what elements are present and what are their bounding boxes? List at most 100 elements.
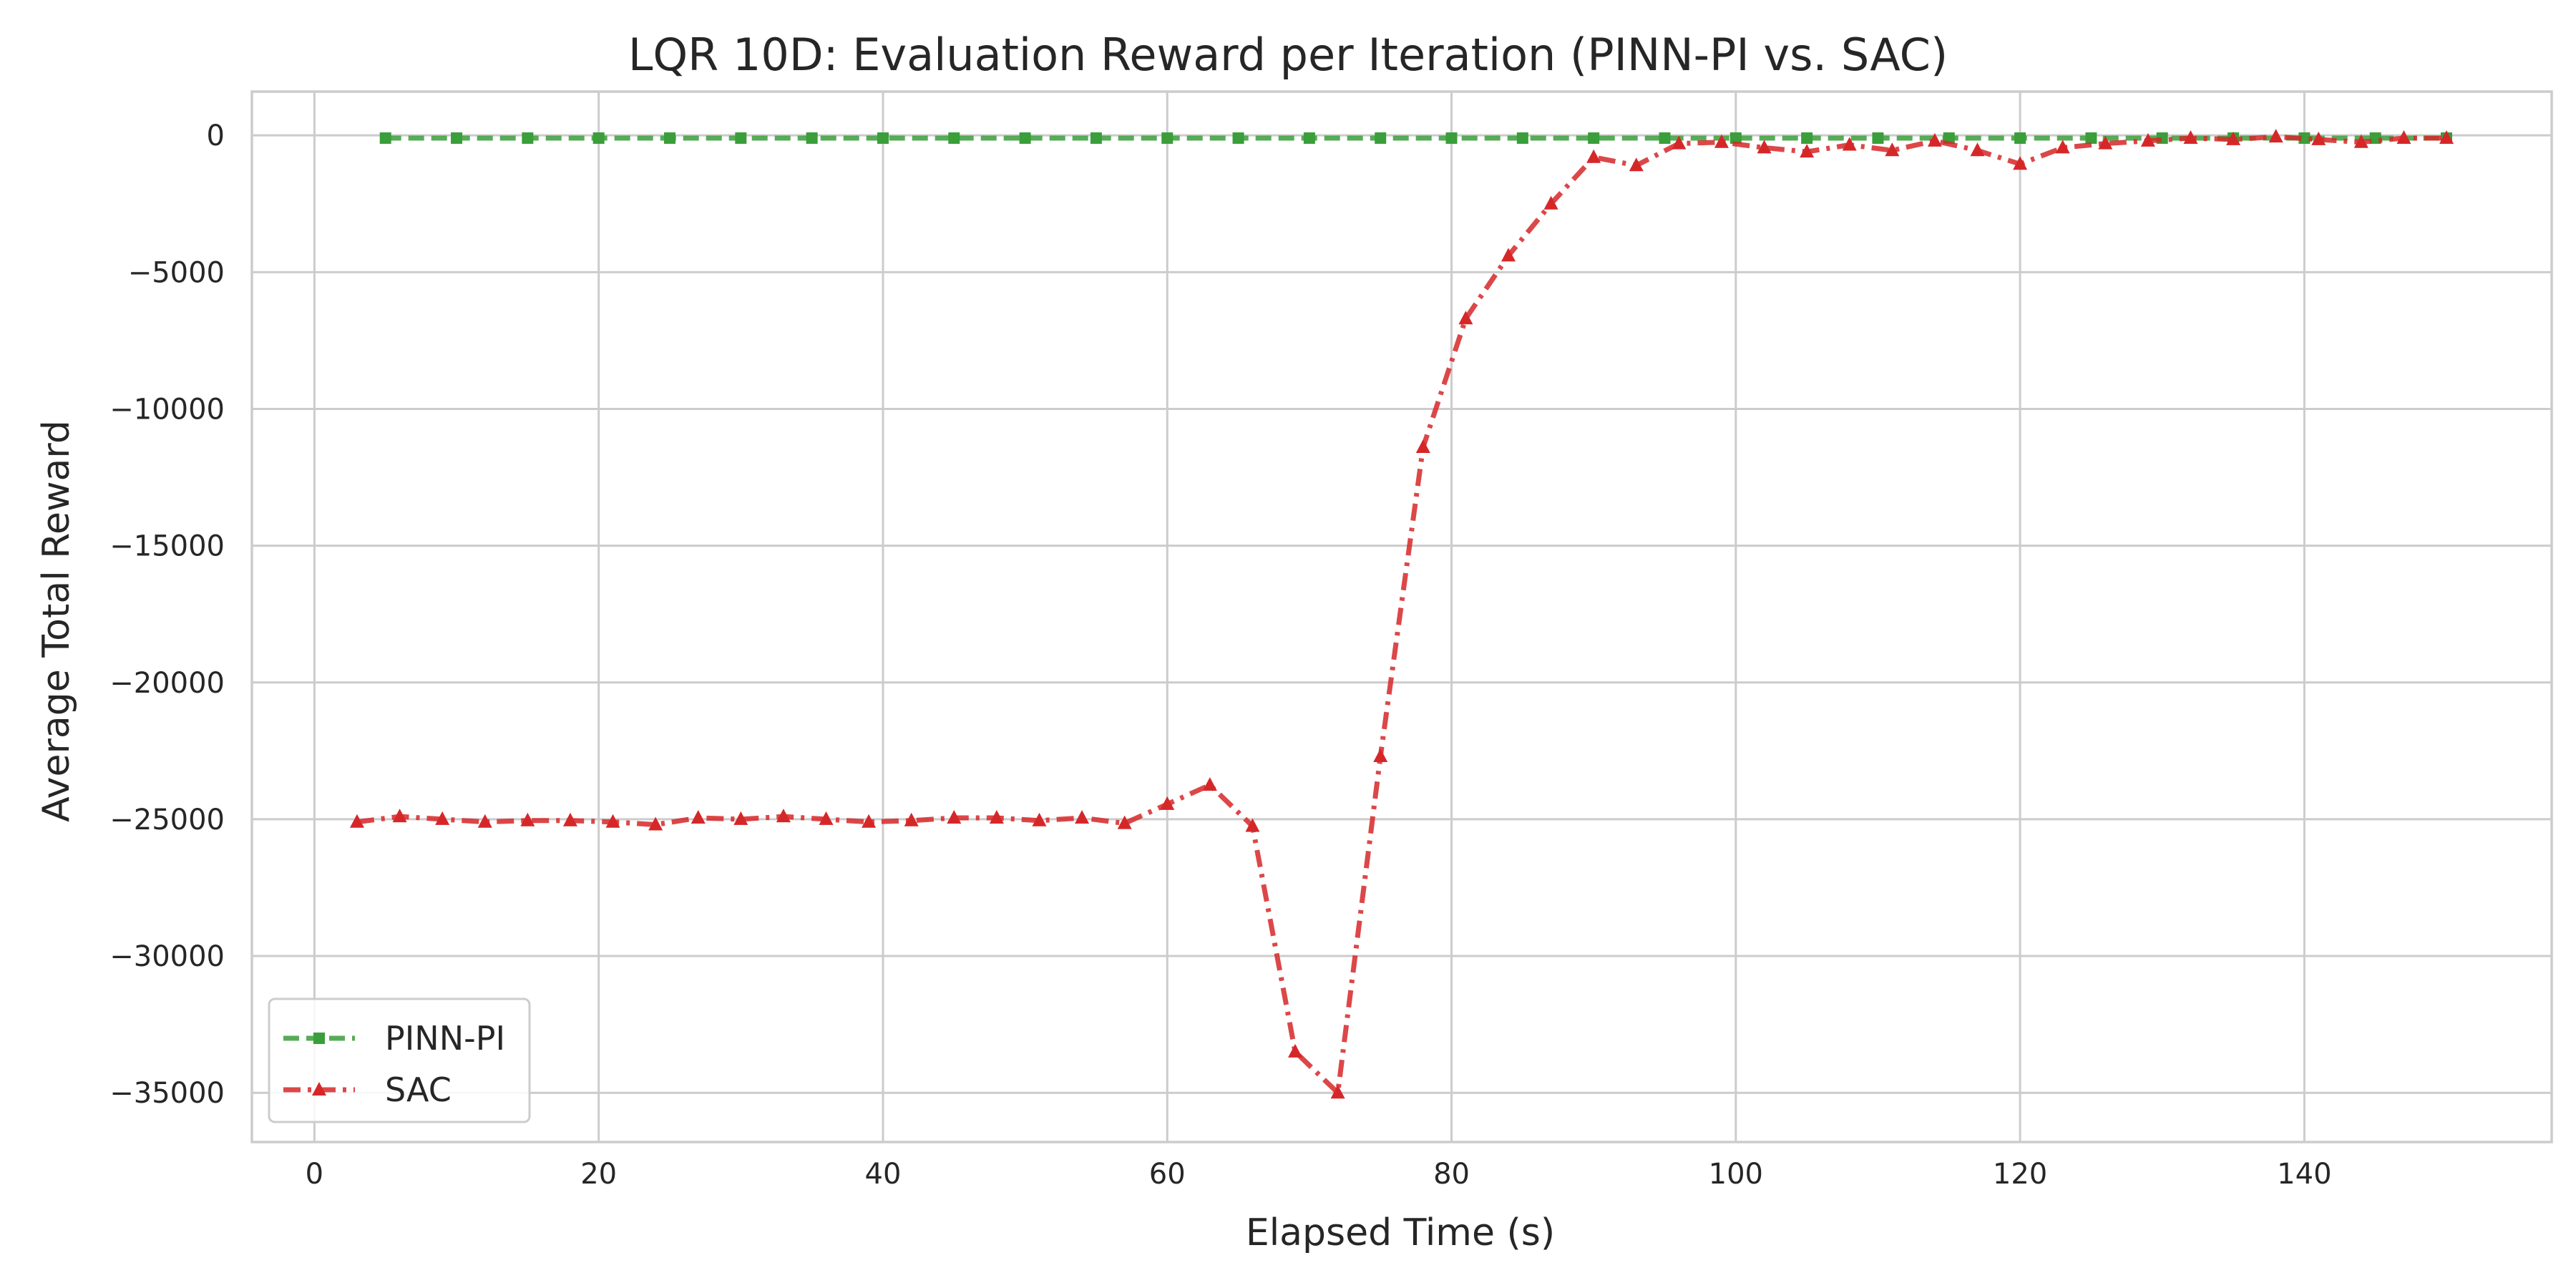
y-tick-label: −15000 (109, 530, 225, 563)
sac-point (862, 814, 877, 828)
x-tick-label: 40 (865, 1158, 902, 1191)
sac-point (1415, 439, 1430, 453)
sac-point (691, 809, 706, 824)
sac-point (1202, 777, 1217, 791)
sac-point (1330, 1085, 1345, 1099)
sac-point (947, 809, 962, 824)
pinn-pi-point (1232, 132, 1244, 144)
legend-marker-sac (312, 1082, 326, 1096)
sac-point (1160, 796, 1175, 810)
grid (252, 92, 2552, 1142)
sac-point (2140, 132, 2155, 147)
sac-point (1927, 132, 1942, 147)
sac-point (520, 812, 535, 826)
sac-point (2098, 135, 2113, 150)
sac-point (1757, 140, 1772, 154)
pinn-pi-point (948, 132, 960, 144)
sac-point (1075, 809, 1090, 824)
sac-point (1672, 135, 1687, 150)
chart-title: LQR 10D: Evaluation Reward per Iteration… (628, 29, 1948, 81)
pinn-pi-point (877, 132, 889, 144)
y-tick-label: −35000 (109, 1077, 225, 1110)
y-axis-label: Average Total Reward (35, 420, 78, 822)
sac-point (1245, 818, 1260, 832)
sac-point (1288, 1043, 1303, 1058)
pinn-pi-point (1729, 132, 1742, 144)
pinn-pi-point (2085, 132, 2097, 144)
x-axis-label: Elapsed Time (s) (1246, 1211, 1555, 1254)
pinn-pi-point (664, 132, 676, 144)
sac-point (1970, 142, 1985, 157)
sac-point (1373, 748, 1388, 762)
sac-point (1501, 248, 1516, 262)
y-tick-label: −5000 (128, 256, 225, 289)
pinn-pi-point (379, 132, 391, 144)
legend-label-pinn-pi: PINN-PI (385, 1019, 505, 1058)
pinn-pi-point (1019, 132, 1031, 144)
y-tick-label: −10000 (109, 393, 225, 426)
pinn-pi-point (1375, 132, 1387, 144)
sac-point (1117, 815, 1132, 829)
sac-point (2013, 156, 2028, 170)
x-tick-label: 100 (1709, 1158, 1763, 1191)
x-tick-label: 0 (306, 1158, 323, 1191)
series-sac (349, 129, 2454, 1099)
sac-point (819, 811, 834, 825)
legend-entry-sac: SAC (283, 1070, 452, 1109)
sac-point (349, 814, 364, 828)
sac-point (435, 811, 450, 825)
sac-point (2268, 129, 2283, 143)
y-tick-label: −30000 (109, 940, 225, 973)
legend-marker-pinn-pi (313, 1033, 325, 1044)
sac-point (2439, 130, 2454, 144)
y-tick-label: −25000 (109, 804, 225, 836)
pinn-pi-point (592, 132, 605, 144)
x-tick-label: 140 (2277, 1158, 2331, 1191)
sac-point (1629, 157, 1644, 172)
x-tick-label: 20 (580, 1158, 617, 1191)
pinn-pi-point (1516, 132, 1528, 144)
sac-point (392, 809, 407, 823)
sac-point (2183, 130, 2198, 144)
legend-label-sac: SAC (385, 1070, 452, 1109)
pinn-pi-point (1588, 132, 1600, 144)
x-tick-label: 120 (1993, 1158, 2047, 1191)
pinn-pi-point (1303, 132, 1315, 144)
series-layer (349, 129, 2454, 1099)
sac-point (2055, 140, 2070, 154)
sac-point (904, 812, 919, 826)
sac-point (562, 812, 577, 826)
sac-point (1714, 134, 1729, 148)
pinn-pi-point (1445, 132, 1458, 144)
sac-point (1032, 812, 1047, 826)
sac-point (1842, 137, 1857, 151)
pinn-pi-point (2369, 132, 2381, 144)
sac-point (477, 814, 492, 828)
series-pinn-pi (379, 132, 2453, 144)
sac-point (1800, 144, 1815, 158)
sac-point (1885, 142, 1900, 157)
pinn-pi-point (806, 132, 818, 144)
y-tick-label: −20000 (109, 667, 225, 700)
sac-point (733, 811, 748, 825)
pinn-pi-point (735, 132, 747, 144)
pinn-pi-point (522, 132, 534, 144)
pinn-pi-point (1872, 132, 1884, 144)
pinn-pi-point (1801, 132, 1813, 144)
legend: PINN-PI SAC (268, 997, 531, 1123)
sac-point (2353, 134, 2368, 148)
sac-point (648, 816, 663, 831)
plot-frame (250, 90, 2553, 1143)
sac-point (2226, 131, 2241, 145)
x-tick-label: 60 (1149, 1158, 1186, 1191)
pinn-pi-point (1161, 132, 1174, 144)
sac-point (605, 814, 620, 828)
legend-entry-pinn-pi: PINN-PI (283, 1019, 505, 1058)
pinn-pi-point (1090, 132, 1102, 144)
pinn-pi-point (1659, 132, 1671, 144)
sac-point (1586, 149, 1601, 163)
sac-point (2396, 130, 2411, 144)
sac-point (1458, 311, 1473, 325)
pinn-pi-point (2014, 132, 2026, 144)
